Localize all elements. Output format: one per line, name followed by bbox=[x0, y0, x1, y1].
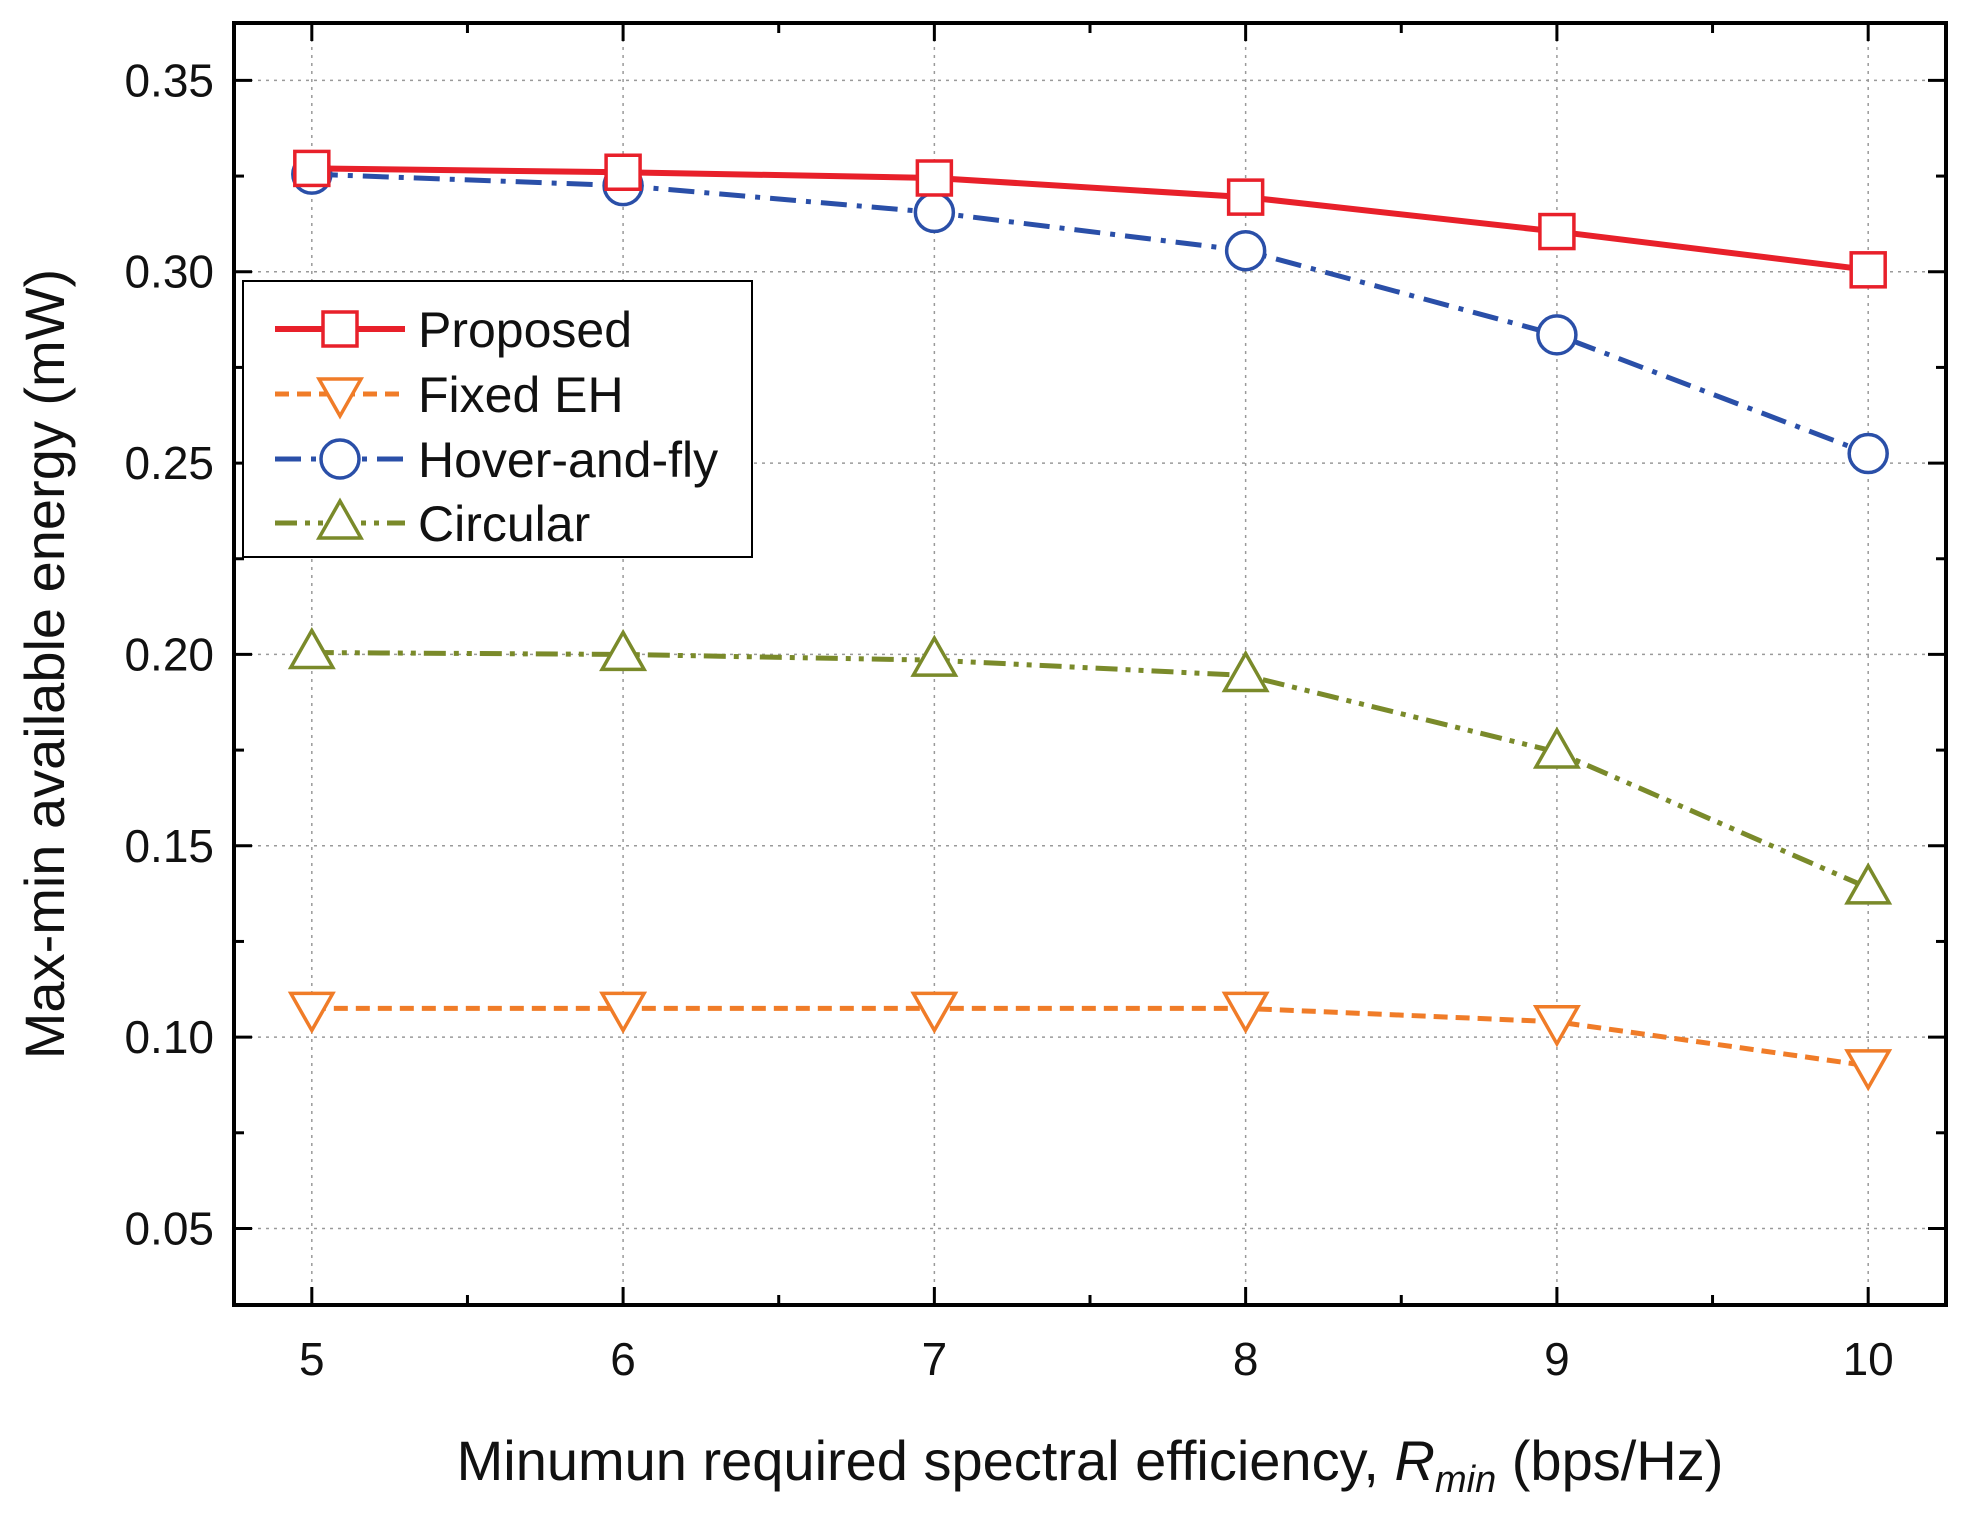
legend-label: Hover-and-fly bbox=[418, 432, 718, 488]
legend-item-fixed-eh: Fixed EH bbox=[275, 367, 624, 423]
x-axis-title-symbol: R bbox=[1395, 1429, 1435, 1492]
plot-frame bbox=[232, 21, 1948, 1307]
legend-marker bbox=[315, 497, 365, 540]
legend-marker bbox=[315, 377, 365, 420]
y-tick-label: 0.15 bbox=[124, 820, 214, 872]
y-tick-label: 0.35 bbox=[124, 54, 214, 106]
legend-label: Circular bbox=[418, 496, 590, 552]
point-hover-and-fly bbox=[1847, 432, 1889, 475]
point-circular bbox=[1844, 862, 1893, 905]
series-line-proposed bbox=[311, 165, 1869, 273]
series-line-hover-and-fly bbox=[311, 171, 1870, 456]
series-proposed bbox=[293, 149, 1887, 289]
legend-label: Fixed EH bbox=[418, 367, 624, 423]
legend: Proposed Fixed EH Hover-and-fly Circular bbox=[242, 280, 753, 558]
point-hover-and-fly bbox=[1224, 229, 1267, 272]
point-fixed-eh bbox=[1532, 1005, 1581, 1048]
point-proposed bbox=[1538, 212, 1576, 251]
series-line-fixed-eh bbox=[311, 1005, 1869, 1069]
legend-marker bbox=[319, 438, 361, 480]
point-circular bbox=[910, 634, 959, 677]
legend-marker bbox=[321, 310, 359, 348]
x-tick-label: 6 bbox=[610, 1333, 636, 1385]
x-tick-label: 8 bbox=[1233, 1333, 1259, 1385]
point-fixed-eh bbox=[287, 991, 336, 1034]
y-tick-label: 0.30 bbox=[124, 246, 214, 298]
point-circular bbox=[599, 628, 648, 672]
series-layer bbox=[287, 149, 1893, 1092]
point-proposed bbox=[293, 149, 331, 188]
x-axis-title-subscript: min bbox=[1435, 1459, 1496, 1501]
point-proposed bbox=[915, 159, 954, 197]
series-fixed-eh bbox=[287, 991, 1893, 1092]
x-axis-title-prefix: Minumun required spectral efficiency, bbox=[457, 1429, 1395, 1492]
point-circular bbox=[287, 626, 336, 670]
point-hover-and-fly bbox=[913, 191, 956, 234]
y-tick-label: 0.25 bbox=[124, 437, 214, 489]
x-tick-label: 9 bbox=[1544, 1333, 1570, 1385]
tick-labels: 5 6 7 8 9 10 0.05 0.10 0.15 0.20 0.25 0.30 0.35 bbox=[124, 54, 1893, 1385]
y-tick-label: 0.10 bbox=[124, 1011, 214, 1063]
x-axis-title: Minumun required spectral efficiency, Rm… bbox=[457, 1429, 1724, 1501]
point-circular bbox=[1221, 649, 1270, 693]
point-fixed-eh bbox=[910, 991, 959, 1034]
x-tick-label: 10 bbox=[1843, 1333, 1894, 1385]
y-tick-label: 0.20 bbox=[124, 628, 214, 680]
y-axis-title: Max-min available energy (mW) bbox=[13, 269, 76, 1059]
series-circular bbox=[287, 626, 1893, 905]
x-tick-label: 5 bbox=[299, 1333, 325, 1385]
legend-label: Proposed bbox=[418, 302, 632, 358]
point-proposed bbox=[604, 153, 642, 191]
point-proposed bbox=[1849, 251, 1887, 289]
point-circular bbox=[1532, 726, 1581, 769]
x-axis-title-suffix: (bps/Hz) bbox=[1496, 1429, 1723, 1492]
y-tick-label: 0.05 bbox=[124, 1202, 214, 1254]
legend-item-circular: Circular bbox=[275, 496, 590, 552]
legend-item-proposed: Proposed bbox=[275, 302, 632, 358]
point-proposed bbox=[1226, 178, 1265, 216]
point-fixed-eh bbox=[1844, 1049, 1893, 1092]
point-fixed-eh bbox=[1221, 991, 1270, 1034]
legend-item-hover-and-fly: Hover-and-fly bbox=[275, 432, 718, 488]
point-hover-and-fly bbox=[1536, 314, 1578, 356]
point-fixed-eh bbox=[599, 991, 648, 1034]
x-tick-label: 7 bbox=[922, 1333, 948, 1385]
